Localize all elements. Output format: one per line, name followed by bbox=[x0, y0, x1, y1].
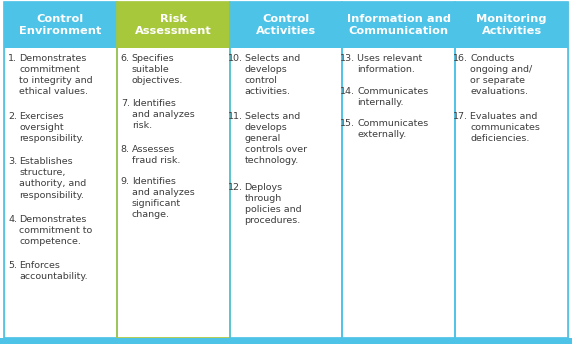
Bar bbox=[455, 2, 568, 338]
Text: Uses relevant
information.: Uses relevant information. bbox=[358, 54, 423, 74]
Bar bbox=[343, 2, 455, 338]
Text: Control
Environment: Control Environment bbox=[19, 14, 102, 36]
Text: Demonstrates
commitment to
competence.: Demonstrates commitment to competence. bbox=[19, 215, 92, 247]
Text: 7.: 7. bbox=[121, 99, 130, 108]
Text: Evaluates and
communicates
deficiencies.: Evaluates and communicates deficiencies. bbox=[470, 112, 540, 143]
Text: 3.: 3. bbox=[8, 157, 17, 166]
Text: 8.: 8. bbox=[121, 144, 130, 153]
Text: 10.: 10. bbox=[228, 54, 243, 63]
Bar bbox=[4, 2, 117, 338]
Text: 2.: 2. bbox=[8, 112, 17, 121]
Text: Control
Activities: Control Activities bbox=[256, 14, 316, 36]
Text: 11.: 11. bbox=[228, 112, 243, 121]
Text: 12.: 12. bbox=[228, 183, 243, 192]
Text: Deploys
through
policies and
procedures.: Deploys through policies and procedures. bbox=[245, 183, 301, 225]
Text: 1.: 1. bbox=[8, 54, 17, 63]
Text: 15.: 15. bbox=[340, 119, 355, 128]
Bar bbox=[343, 2, 455, 48]
Text: 6.: 6. bbox=[121, 54, 130, 63]
Text: Conducts
ongoing and/
or separate
evaluations.: Conducts ongoing and/ or separate evalua… bbox=[470, 54, 533, 96]
Text: 16.: 16. bbox=[453, 54, 468, 63]
Bar bbox=[229, 2, 343, 338]
Text: Identifies
and analyzes
risk.: Identifies and analyzes risk. bbox=[132, 99, 194, 130]
Text: Selects and
develops
control
activities.: Selects and develops control activities. bbox=[245, 54, 300, 96]
Text: Establishes
structure,
authority, and
responsibility.: Establishes structure, authority, and re… bbox=[19, 157, 86, 200]
Text: Exercises
oversight
responsibility.: Exercises oversight responsibility. bbox=[19, 112, 84, 143]
Text: Risk
Assessment: Risk Assessment bbox=[135, 14, 212, 36]
Text: Specifies
suitable
objectives.: Specifies suitable objectives. bbox=[132, 54, 183, 85]
Text: 9.: 9. bbox=[121, 177, 130, 186]
Bar bbox=[4, 2, 117, 48]
Bar bbox=[455, 2, 568, 48]
Text: Enforces
accountability.: Enforces accountability. bbox=[19, 260, 88, 281]
Text: 4.: 4. bbox=[8, 215, 17, 224]
Text: 13.: 13. bbox=[340, 54, 355, 63]
Text: 5.: 5. bbox=[8, 260, 17, 270]
Text: Communicates
internally.: Communicates internally. bbox=[358, 86, 428, 107]
Text: Information and
Communication: Information and Communication bbox=[347, 14, 451, 36]
Bar bbox=[229, 2, 343, 48]
Text: 17.: 17. bbox=[453, 112, 468, 121]
Text: 14.: 14. bbox=[340, 86, 355, 96]
Bar bbox=[117, 2, 229, 48]
Text: Identifies
and analyzes
significant
change.: Identifies and analyzes significant chan… bbox=[132, 177, 194, 219]
Text: Assesses
fraud risk.: Assesses fraud risk. bbox=[132, 144, 180, 165]
Text: Monitoring
Activities: Monitoring Activities bbox=[476, 14, 547, 36]
Text: Demonstrates
commitment
to integrity and
ethical values.: Demonstrates commitment to integrity and… bbox=[19, 54, 93, 96]
Bar bbox=[117, 2, 229, 338]
Text: Communicates
externally.: Communicates externally. bbox=[358, 119, 428, 139]
Text: Selects and
develops
general
controls over
technology.: Selects and develops general controls ov… bbox=[245, 112, 307, 165]
Bar bbox=[0, 338, 572, 344]
